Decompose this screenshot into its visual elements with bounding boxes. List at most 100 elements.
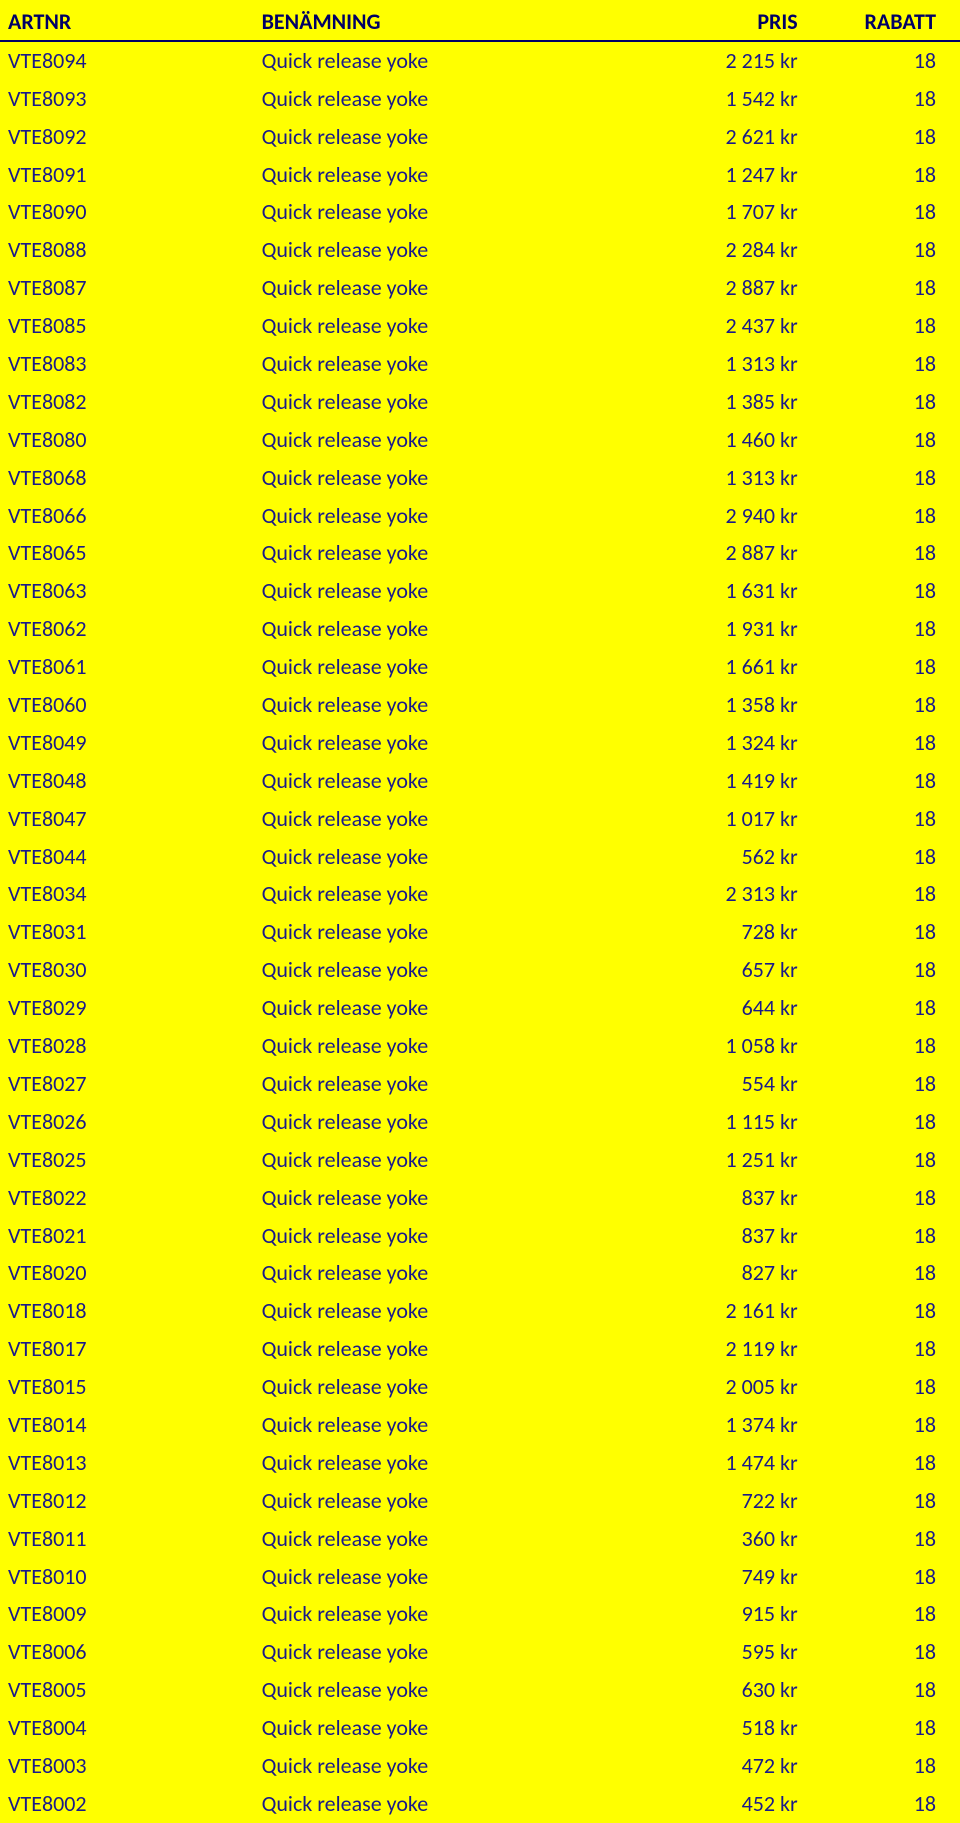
cell-pris: 915 kr — [632, 1595, 817, 1633]
cell-rabatt: 18 — [818, 800, 960, 838]
cell-name: Quick release yoke — [262, 1103, 633, 1141]
cell-rabatt: 18 — [818, 534, 960, 572]
cell-pris: 749 kr — [632, 1558, 817, 1596]
table-row: VTE8087Quick release yoke2 887 kr18 — [0, 269, 960, 307]
cell-artnr: VTE8094 — [0, 41, 262, 80]
cell-rabatt: 18 — [818, 875, 960, 913]
cell-artnr: VTE8004 — [0, 1709, 262, 1747]
table-row: VTE8029Quick release yoke644 kr18 — [0, 989, 960, 1027]
table-row: VTE8060Quick release yoke1 358 kr18 — [0, 686, 960, 724]
cell-rabatt: 18 — [818, 1406, 960, 1444]
cell-artnr: VTE8060 — [0, 686, 262, 724]
cell-rabatt: 18 — [818, 1785, 960, 1823]
table-row: VTE8030Quick release yoke657 kr18 — [0, 951, 960, 989]
cell-artnr: VTE8049 — [0, 724, 262, 762]
cell-artnr: VTE8080 — [0, 421, 262, 459]
cell-name: Quick release yoke — [262, 156, 633, 194]
table-row: VTE8021Quick release yoke837 kr18 — [0, 1217, 960, 1255]
cell-pris: 2 161 kr — [632, 1292, 817, 1330]
cell-artnr: VTE8063 — [0, 572, 262, 610]
cell-name: Quick release yoke — [262, 648, 633, 686]
cell-rabatt: 18 — [818, 1558, 960, 1596]
cell-artnr: VTE8066 — [0, 497, 262, 535]
cell-rabatt: 18 — [818, 686, 960, 724]
cell-name: Quick release yoke — [262, 41, 633, 80]
cell-pris: 1 313 kr — [632, 345, 817, 383]
cell-pris: 360 kr — [632, 1520, 817, 1558]
cell-name: Quick release yoke — [262, 951, 633, 989]
table-row: VTE8068Quick release yoke1 313 kr18 — [0, 459, 960, 497]
table-row: VTE8005Quick release yoke630 kr18 — [0, 1671, 960, 1709]
cell-rabatt: 18 — [818, 497, 960, 535]
cell-artnr: VTE8017 — [0, 1330, 262, 1368]
cell-name: Quick release yoke — [262, 572, 633, 610]
header-name: BENÄMNING — [262, 0, 633, 41]
cell-name: Quick release yoke — [262, 534, 633, 572]
cell-rabatt: 18 — [818, 1027, 960, 1065]
cell-artnr: VTE8082 — [0, 383, 262, 421]
cell-pris: 1 251 kr — [632, 1141, 817, 1179]
cell-rabatt: 18 — [818, 913, 960, 951]
cell-artnr: VTE8027 — [0, 1065, 262, 1103]
cell-name: Quick release yoke — [262, 1027, 633, 1065]
table-row: VTE8034Quick release yoke2 313 kr18 — [0, 875, 960, 913]
table-row: VTE8083Quick release yoke1 313 kr18 — [0, 345, 960, 383]
cell-rabatt: 18 — [818, 1709, 960, 1747]
table-row: VTE8020Quick release yoke827 kr18 — [0, 1254, 960, 1292]
cell-name: Quick release yoke — [262, 118, 633, 156]
cell-pris: 1 385 kr — [632, 383, 817, 421]
cell-pris: 2 119 kr — [632, 1330, 817, 1368]
cell-name: Quick release yoke — [262, 875, 633, 913]
cell-pris: 562 kr — [632, 838, 817, 876]
cell-name: Quick release yoke — [262, 913, 633, 951]
table-row: VTE8031Quick release yoke728 kr18 — [0, 913, 960, 951]
cell-pris: 1 247 kr — [632, 156, 817, 194]
table-row: VTE8002Quick release yoke452 kr18 — [0, 1785, 960, 1823]
cell-artnr: VTE8048 — [0, 762, 262, 800]
cell-artnr: VTE8091 — [0, 156, 262, 194]
cell-name: Quick release yoke — [262, 1406, 633, 1444]
cell-name: Quick release yoke — [262, 1558, 633, 1596]
table-row: VTE8065Quick release yoke2 887 kr18 — [0, 534, 960, 572]
cell-rabatt: 18 — [818, 1368, 960, 1406]
table-row: VTE8009Quick release yoke915 kr18 — [0, 1595, 960, 1633]
cell-artnr: VTE8083 — [0, 345, 262, 383]
cell-rabatt: 18 — [818, 951, 960, 989]
cell-artnr: VTE8068 — [0, 459, 262, 497]
cell-pris: 827 kr — [632, 1254, 817, 1292]
cell-artnr: VTE8010 — [0, 1558, 262, 1596]
cell-rabatt: 18 — [818, 724, 960, 762]
cell-artnr: VTE8047 — [0, 800, 262, 838]
cell-artnr: VTE8013 — [0, 1444, 262, 1482]
cell-rabatt: 18 — [818, 1254, 960, 1292]
cell-artnr: VTE8029 — [0, 989, 262, 1027]
cell-pris: 630 kr — [632, 1671, 817, 1709]
table-row: VTE8047Quick release yoke1 017 kr18 — [0, 800, 960, 838]
cell-artnr: VTE8009 — [0, 1595, 262, 1633]
cell-artnr: VTE8002 — [0, 1785, 262, 1823]
cell-name: Quick release yoke — [262, 80, 633, 118]
table-row: VTE8013Quick release yoke1 474 kr18 — [0, 1444, 960, 1482]
cell-pris: 2 215 kr — [632, 41, 817, 80]
cell-pris: 1 931 kr — [632, 610, 817, 648]
table-row: VTE8091Quick release yoke1 247 kr18 — [0, 156, 960, 194]
cell-rabatt: 18 — [818, 989, 960, 1027]
table-row: VTE8080Quick release yoke1 460 kr18 — [0, 421, 960, 459]
cell-rabatt: 18 — [818, 421, 960, 459]
table-row: VTE8006Quick release yoke595 kr18 — [0, 1633, 960, 1671]
table-row: VTE8012Quick release yoke722 kr18 — [0, 1482, 960, 1520]
cell-rabatt: 18 — [818, 572, 960, 610]
cell-pris: 1 115 kr — [632, 1103, 817, 1141]
table-row: VTE8048Quick release yoke1 419 kr18 — [0, 762, 960, 800]
cell-rabatt: 18 — [818, 1217, 960, 1255]
cell-name: Quick release yoke — [262, 989, 633, 1027]
cell-name: Quick release yoke — [262, 1065, 633, 1103]
cell-rabatt: 18 — [818, 1633, 960, 1671]
cell-name: Quick release yoke — [262, 1292, 633, 1330]
cell-artnr: VTE8028 — [0, 1027, 262, 1065]
cell-name: Quick release yoke — [262, 459, 633, 497]
cell-name: Quick release yoke — [262, 1444, 633, 1482]
cell-rabatt: 18 — [818, 838, 960, 876]
cell-name: Quick release yoke — [262, 610, 633, 648]
cell-name: Quick release yoke — [262, 193, 633, 231]
